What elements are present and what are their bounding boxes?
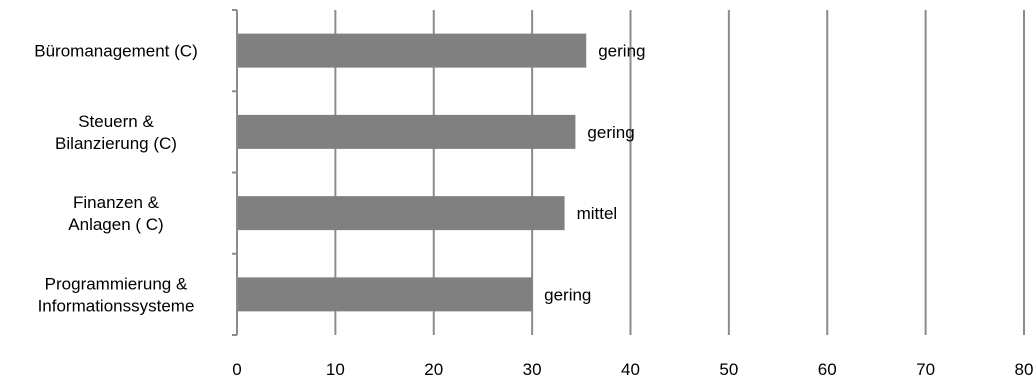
category-label-0: Büromanagement (C)	[34, 42, 197, 61]
bar-2	[238, 196, 565, 231]
bar-1	[238, 114, 576, 149]
data-label-1: gering	[587, 123, 634, 142]
category-label-1: Steuern & Bilanzierung (C)	[55, 112, 177, 153]
category-label-3: Programmierung & Informationssysteme	[38, 274, 195, 315]
category-label-2: Finanzen & Anlagen ( C)	[68, 193, 163, 234]
bar-0	[238, 33, 587, 68]
x-tick-label-70: 70	[916, 360, 935, 379]
bars-layer	[238, 33, 587, 312]
x-tick-label-10: 10	[326, 360, 345, 379]
x-tick-label-0: 0	[232, 360, 241, 379]
x-tick-label-50: 50	[719, 360, 738, 379]
x-tick-label-80: 80	[1015, 360, 1034, 379]
bar-3	[238, 277, 533, 312]
x-tick-label-40: 40	[621, 360, 640, 379]
data-label-0: gering	[598, 42, 645, 61]
axis-layer	[232, 9, 238, 336]
data-label-2: mittel	[577, 204, 618, 223]
data-label-3: gering	[544, 285, 591, 304]
x-tick-label-20: 20	[424, 360, 443, 379]
labels-layer: 0 10 20 30 40 50 60 70 80 Büromanagement (C) gerin…	[34, 42, 1033, 379]
x-tick-label-60: 60	[818, 360, 837, 379]
x-tick-label-30: 30	[523, 360, 542, 379]
